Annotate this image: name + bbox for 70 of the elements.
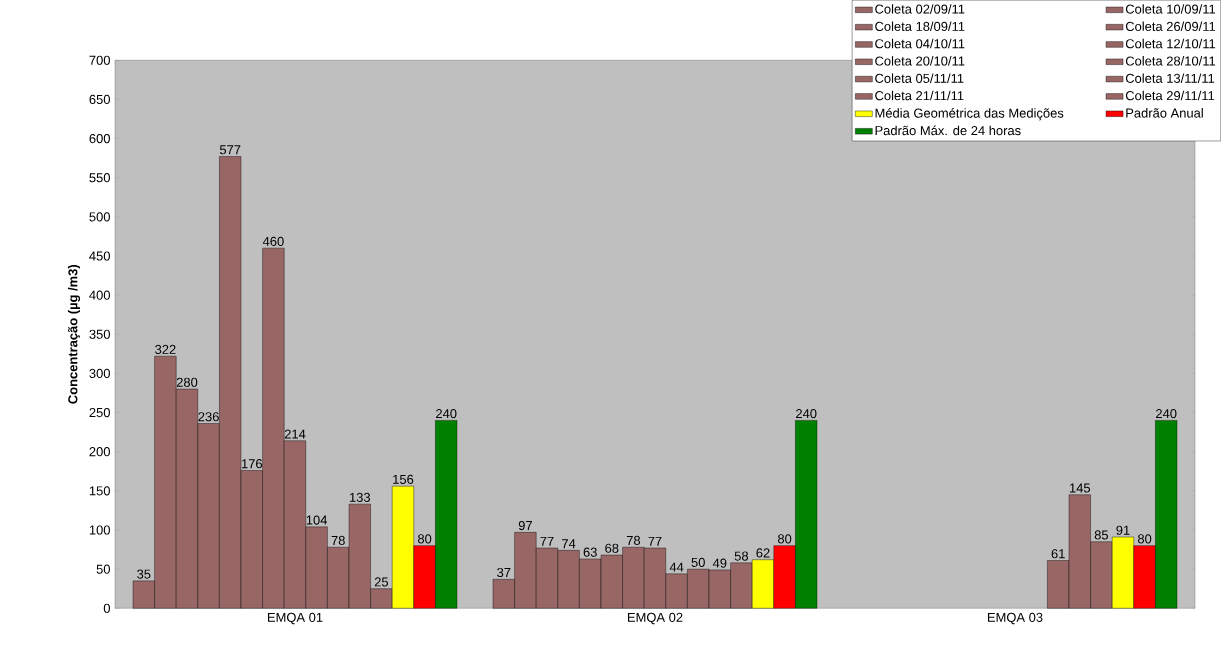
legend-label: Coleta 12/10/11 — [1125, 38, 1216, 49]
x-tick-label: EMQA 03 — [987, 612, 1043, 625]
x-tick-label: EMQA 01 — [267, 612, 323, 625]
y-tick-label: 450 — [89, 251, 110, 261]
data-label: 280 — [176, 377, 198, 387]
y-tick-label: 0 — [103, 603, 110, 613]
data-label: 97 — [518, 520, 532, 530]
y-tick-label: 150 — [89, 486, 110, 496]
data-label: 62 — [756, 548, 770, 558]
data-label: 322 — [155, 344, 176, 354]
y-axis-title: Concentração (µg /m3) — [67, 264, 81, 404]
y-tick-label: 200 — [89, 446, 110, 457]
data-label: 236 — [198, 412, 219, 422]
x-tick-label: EMQA 02 — [627, 612, 683, 625]
data-label: 58 — [734, 551, 749, 561]
data-label: 577 — [219, 145, 241, 155]
legend-label: Coleta 26/09/11 — [1125, 21, 1216, 31]
data-label: 156 — [393, 474, 414, 484]
y-tick-label: 550 — [89, 172, 110, 183]
data-label: 63 — [583, 547, 597, 557]
y-tick-label: 400 — [89, 290, 110, 300]
data-label: 78 — [626, 535, 641, 545]
data-label: 77 — [648, 536, 662, 546]
y-tick-label: 600 — [89, 133, 110, 144]
y-tick-label: 100 — [89, 525, 110, 535]
y-tick-label: 250 — [89, 407, 110, 418]
data-label: 44 — [669, 562, 684, 572]
legend-label: Coleta 21/11/11 — [875, 90, 964, 101]
data-label: 50 — [691, 557, 705, 567]
data-label: 104 — [306, 515, 328, 525]
y-tick-label: 300 — [89, 368, 110, 378]
data-label: 25 — [374, 577, 389, 587]
data-label: 49 — [712, 558, 727, 568]
legend-label: Coleta 20/10/11 — [875, 55, 965, 66]
data-label: 35 — [137, 569, 151, 579]
data-label: 80 — [777, 534, 792, 544]
y-tick-label: 650 — [89, 94, 110, 104]
data-label: 145 — [1069, 483, 1091, 493]
data-label: 91 — [1116, 525, 1130, 535]
legend-label: Coleta 10/09/11 — [1125, 4, 1216, 14]
data-label: 68 — [605, 543, 619, 553]
legend-label: Padrão Máx. de 24 horas — [875, 125, 1021, 136]
data-label: 133 — [349, 492, 371, 502]
data-label: 240 — [1156, 408, 1177, 419]
data-label: 74 — [562, 539, 576, 549]
data-label: 214 — [284, 429, 306, 439]
data-label: 176 — [241, 458, 263, 469]
legend-label: Padrão Anual — [1126, 107, 1203, 118]
y-tick-label: 350 — [89, 329, 110, 339]
legend-label: Coleta 18/09/11 — [875, 21, 965, 31]
data-label: 77 — [540, 536, 554, 546]
legend-label: Coleta 29/11/11 — [1125, 90, 1215, 101]
y-tick-label: 50 — [96, 564, 110, 574]
data-label: 80 — [417, 534, 432, 544]
legend-label: Média Geométrica das Medições — [875, 107, 1064, 121]
legend-label: Coleta 28/10/11 — [1125, 55, 1216, 66]
data-label: 460 — [262, 236, 284, 246]
y-tick-label: 700 — [89, 55, 110, 65]
y-tick-label: 500 — [89, 212, 110, 222]
data-label: 85 — [1094, 530, 1109, 540]
data-label: 78 — [331, 535, 345, 545]
data-label: 80 — [1137, 534, 1152, 544]
legend-label: Coleta 13/11/11 — [1125, 73, 1215, 83]
data-label: 240 — [796, 408, 817, 419]
data-label: 37 — [497, 567, 511, 577]
data-label: 240 — [436, 408, 457, 419]
data-label: 61 — [1051, 549, 1065, 559]
legend-label: Coleta 04/10/11 — [875, 38, 965, 49]
legend-label: Coleta 02/09/11 — [875, 4, 965, 14]
legend-label: Coleta 05/11/11 — [875, 73, 964, 83]
